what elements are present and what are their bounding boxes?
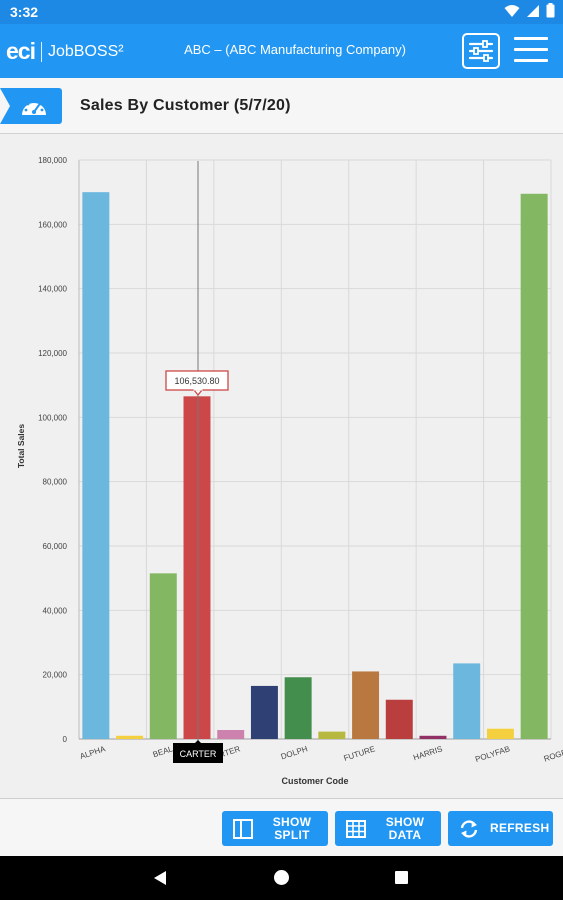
refresh-icon xyxy=(460,819,478,838)
y-tick-label: 140,000 xyxy=(38,285,67,294)
show-split-label-line2: SPLIT xyxy=(274,827,310,842)
company-name: ABC – (ABC Manufacturing Company) xyxy=(184,42,406,57)
table-grid-icon xyxy=(346,819,366,838)
tooltip-category: CARTER xyxy=(180,749,217,759)
status-bar: 3:32 xyxy=(0,0,563,24)
system-nav-bar xyxy=(0,856,563,900)
chart-bar[interactable] xyxy=(82,192,110,739)
sales-bar-chart[interactable]: 0 20,000 40,000 60,000 80,000 100,000 120,000 1… xyxy=(0,134,563,798)
logo-eci: eci xyxy=(6,38,36,64)
filter-settings-button[interactable] xyxy=(462,33,500,69)
category-tooltip: CARTER xyxy=(173,740,223,763)
logo: eci JobBOSS² xyxy=(6,38,124,65)
chart-bar[interactable] xyxy=(385,699,413,739)
chart-bar[interactable] xyxy=(453,663,481,739)
show-data-label-line1: SHOW xyxy=(385,814,425,829)
y-tick-label: 180,000 xyxy=(38,156,67,165)
y-tick-label: 20,000 xyxy=(43,671,68,680)
show-data-label-line2: DATA xyxy=(388,827,422,842)
y-axis-label: Total Sales xyxy=(16,424,26,469)
x-tick-label: ALPHA xyxy=(79,744,107,761)
wifi-icon xyxy=(504,4,520,17)
logo-product: JobBOSS² xyxy=(47,42,124,60)
bottom-action-bar: SHOW SPLIT SHOW DATA REFRESH xyxy=(0,798,563,856)
y-tick-label: 60,000 xyxy=(43,542,68,551)
x-axis-label: Customer Code xyxy=(281,776,348,786)
y-tick-label: 0 xyxy=(63,735,68,744)
x-tick-label: DOLPH xyxy=(280,744,309,761)
status-icons xyxy=(504,3,555,18)
page-title: Sales By Customer (5/7/20) xyxy=(80,97,291,114)
refresh-button[interactable]: REFRESH xyxy=(448,811,553,846)
back-icon[interactable] xyxy=(153,870,167,886)
title-bar: Sales By Customer (5/7/20) xyxy=(0,78,563,134)
show-split-button[interactable]: SHOW SPLIT xyxy=(222,811,328,846)
recent-apps-icon[interactable] xyxy=(395,871,408,884)
show-split-label: SHOW SPLIT xyxy=(264,814,320,842)
chart-bar[interactable] xyxy=(284,677,312,739)
x-tick-label: BEAL xyxy=(152,744,175,759)
chart-bar[interactable] xyxy=(318,731,346,739)
chart-bar[interactable] xyxy=(116,735,144,739)
status-time: 3:32 xyxy=(10,4,39,20)
y-tick-label: 100,000 xyxy=(38,413,67,422)
x-tick-label: POLYFAB xyxy=(474,744,511,764)
x-tick-label: HARRIS xyxy=(412,744,444,762)
y-axis-ticks: 0 20,000 40,000 60,000 80,000 100,000 120,000 1… xyxy=(38,156,67,744)
signal-icon xyxy=(527,4,539,17)
chart-bar[interactable] xyxy=(352,671,380,739)
chart-bar[interactable] xyxy=(250,685,278,739)
dashboard-button[interactable] xyxy=(0,88,62,124)
sliders-icon xyxy=(468,40,494,62)
chart-bar[interactable] xyxy=(520,193,548,739)
x-tick-label: FUTURE xyxy=(343,744,377,763)
logo-separator xyxy=(40,41,42,62)
home-icon[interactable] xyxy=(274,870,289,885)
hamburger-menu-icon[interactable] xyxy=(514,37,548,65)
y-tick-label: 40,000 xyxy=(43,606,68,615)
x-tick-label: ROGERS xyxy=(543,744,563,763)
chart-bars xyxy=(82,192,548,739)
chart-bar[interactable] xyxy=(149,573,177,739)
tooltip-value: 106,530.80 xyxy=(174,376,219,386)
chart-bar[interactable] xyxy=(419,735,447,739)
app-bar: eci JobBOSS² ABC – (ABC Manufacturing Co… xyxy=(0,24,563,78)
refresh-label: REFRESH xyxy=(490,821,550,835)
show-data-label: SHOW DATA xyxy=(377,814,433,842)
chart-bar[interactable] xyxy=(486,728,514,739)
y-tick-label: 160,000 xyxy=(38,220,67,229)
show-data-button[interactable]: SHOW DATA xyxy=(335,811,441,846)
show-split-label-line1: SHOW xyxy=(272,814,312,829)
chart-area[interactable]: 0 20,000 40,000 60,000 80,000 100,000 120,000 1… xyxy=(0,134,563,798)
chart-bar[interactable] xyxy=(217,729,245,739)
chart-bar[interactable] xyxy=(183,396,211,739)
y-tick-label: 80,000 xyxy=(43,478,68,487)
gauge-icon xyxy=(22,99,46,115)
y-tick-label: 120,000 xyxy=(38,349,67,358)
x-axis-ticks: ALPHA BEAL CARTER DOLPH FUTURE HARRIS POLYFAB R… xyxy=(79,744,563,764)
split-view-icon xyxy=(233,818,253,839)
battery-icon xyxy=(546,3,555,18)
value-tooltip: 106,530.80 xyxy=(165,370,229,397)
